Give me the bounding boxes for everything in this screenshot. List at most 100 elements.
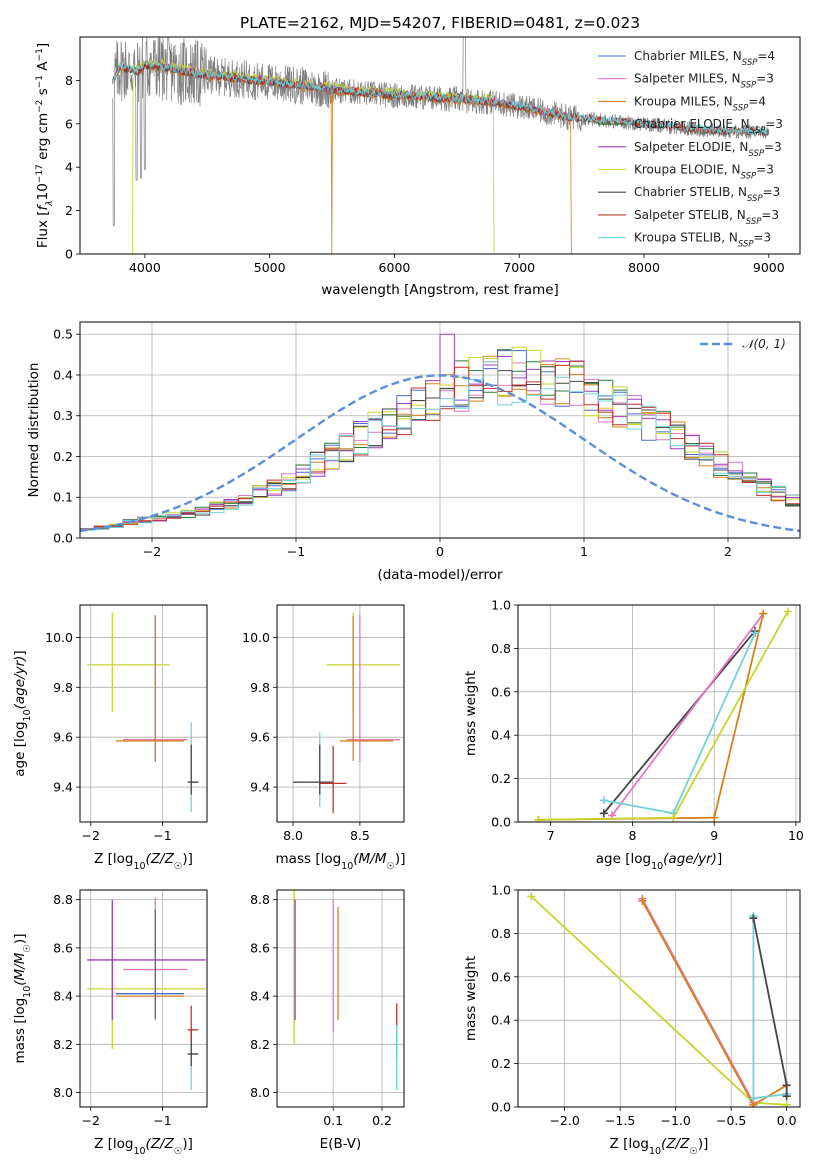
label-part: (age/yr) bbox=[663, 851, 717, 867]
label-part: Z [log bbox=[94, 851, 133, 867]
x-tick-label: 0.2 bbox=[372, 1113, 392, 1128]
y-tick-label: 0 bbox=[65, 247, 73, 262]
y-tick-label: 2 bbox=[65, 203, 73, 218]
x-tick-label: 10 bbox=[788, 828, 804, 843]
y-tick-label: 0.1 bbox=[53, 490, 73, 505]
legend-sub: SSP bbox=[742, 58, 758, 68]
y-tick-label: 9.6 bbox=[250, 730, 270, 745]
legend-label: Chabrier MILES, NSSP=4 bbox=[634, 49, 775, 68]
y-tick-label: 8.4 bbox=[53, 989, 73, 1004]
legend-sub: SSP bbox=[748, 149, 764, 159]
label-part: f bbox=[35, 203, 51, 210]
y-tick-label: 0.2 bbox=[491, 1056, 511, 1071]
y-tick-label: 0.4 bbox=[53, 367, 73, 382]
x-tick-label: −1 bbox=[153, 1113, 171, 1128]
legend-text: =3 bbox=[756, 163, 774, 177]
label-part: )] bbox=[698, 1136, 709, 1152]
label-part: age [log bbox=[12, 721, 28, 776]
axes-frame bbox=[517, 889, 801, 1108]
y-tick-label: 0.2 bbox=[491, 771, 511, 786]
label-part: (Z/Z bbox=[146, 1136, 175, 1152]
legend-sub: SSP bbox=[750, 126, 766, 136]
mass-weight-marker bbox=[669, 813, 678, 822]
y-tick-label: 8.6 bbox=[250, 940, 270, 955]
mass-weight-marker bbox=[783, 607, 792, 616]
legend-label: Salpeter MILES, NSSP=3 bbox=[634, 72, 774, 91]
x-tick-label: −2.0 bbox=[549, 1113, 579, 1128]
mass-weight-line bbox=[752, 918, 788, 1097]
y-tick-label: 0.2 bbox=[53, 449, 73, 464]
mass-weight-vs-Z-panel: −2.0 −1.5 −1.0 −0.5 0.0 0.0 0.2 0.4 0.6 0.8 1.0 Z [… bbox=[463, 883, 801, 1157]
residuals-plot-area bbox=[80, 333, 800, 533]
axes-frame bbox=[79, 36, 801, 255]
legend-text: Salpeter MILES, N bbox=[634, 72, 741, 86]
label-part: (Z/Z bbox=[146, 851, 175, 867]
axis-label: age [log10(age/yr)] bbox=[596, 851, 722, 872]
label-sup: −1 bbox=[35, 75, 45, 88]
axis-label: Z [log10(Z/Z☉)] bbox=[610, 1136, 709, 1157]
axes-frame bbox=[276, 604, 405, 823]
y-tick-label: 9.8 bbox=[250, 680, 270, 695]
mass-weight-marker bbox=[710, 813, 719, 822]
label-part: Z [log bbox=[610, 1136, 649, 1152]
y-tick-label: 9.4 bbox=[53, 780, 73, 795]
axes-frame bbox=[276, 889, 405, 1108]
x-tick-label: −2 bbox=[82, 828, 100, 843]
legend-text: Kroupa STELIB, N bbox=[634, 231, 738, 245]
label-sup: −1 bbox=[35, 48, 45, 61]
x-tick-label: −2 bbox=[82, 1113, 100, 1128]
label-sub: 10 bbox=[649, 1146, 661, 1157]
label-part: 10 bbox=[35, 183, 51, 200]
x-tick-label: 4000 bbox=[129, 260, 161, 275]
legend-text: Chabrier MILES, N bbox=[634, 49, 742, 63]
label-part: (M/M bbox=[353, 851, 386, 867]
label-part: ] bbox=[12, 650, 28, 655]
legend-text: =3 bbox=[754, 231, 772, 245]
axes-frame bbox=[517, 604, 801, 823]
legend-text: Kroupa ELODIE, N bbox=[634, 163, 741, 177]
residual-histogram-line bbox=[80, 360, 800, 531]
label-part: Flux [ bbox=[35, 210, 51, 248]
label-part: (M/M bbox=[12, 952, 28, 985]
mass-weight-marker bbox=[527, 892, 536, 901]
x-tick-label: −1.0 bbox=[660, 1113, 690, 1128]
y-axis-label: mass weight bbox=[463, 956, 479, 1041]
mass-vs-EBV-plot-area bbox=[293, 890, 398, 1091]
mass-weight-marker bbox=[751, 629, 760, 638]
label-part: Z [log bbox=[94, 1136, 133, 1152]
y-tick-label: 10.0 bbox=[242, 630, 270, 645]
y-tick-label: 0.6 bbox=[491, 969, 511, 984]
y-tick-label: 9.4 bbox=[250, 780, 270, 795]
x-tick-label: −2 bbox=[143, 544, 161, 559]
label-part: )] bbox=[12, 934, 28, 945]
legend-label: Kroupa MILES, NSSP=4 bbox=[634, 94, 766, 113]
y-tick-label: 4 bbox=[65, 160, 73, 175]
legend-label: Chabrier STELIB, NSSP=3 bbox=[634, 185, 780, 204]
mass-weight-marker bbox=[759, 609, 768, 618]
mass-weight-line bbox=[641, 900, 788, 1107]
y-tick-label: 0.5 bbox=[53, 327, 73, 342]
mass-vs-Z-panel: −2 −18.08.28.48.68.8Z [log10(Z/Z☉)]mass [… bbox=[12, 889, 208, 1157]
mass-weight-marker bbox=[782, 1081, 791, 1090]
label-sub: ☉ bbox=[386, 861, 395, 872]
legend-sub: SSP bbox=[738, 240, 754, 250]
x-tick-label: 8.0 bbox=[283, 828, 303, 843]
x-tick-label: −1.5 bbox=[605, 1113, 635, 1128]
mass-weight-vs-age-plot-area bbox=[534, 607, 792, 822]
axes-frame bbox=[79, 321, 801, 539]
x-tick-label: −0.5 bbox=[716, 1113, 746, 1128]
label-part: ] bbox=[35, 43, 51, 48]
mass-weight-marker bbox=[599, 796, 608, 805]
label-part: (age/yr) bbox=[12, 656, 28, 710]
age-vs-mass-panel: 8.0 8.5 9.4 9.6 9.8 10.0 mass [log10(M/M☉)] bbox=[242, 604, 405, 872]
label-sub: 10 bbox=[133, 1146, 145, 1157]
label-part: )] bbox=[182, 851, 193, 867]
gaussian-reference-line bbox=[80, 374, 800, 533]
label-sub: 10 bbox=[341, 861, 353, 872]
label-sub: ☉ bbox=[174, 861, 183, 872]
label-part: mass [log bbox=[12, 998, 28, 1064]
x-tick-label: 6000 bbox=[379, 260, 411, 275]
